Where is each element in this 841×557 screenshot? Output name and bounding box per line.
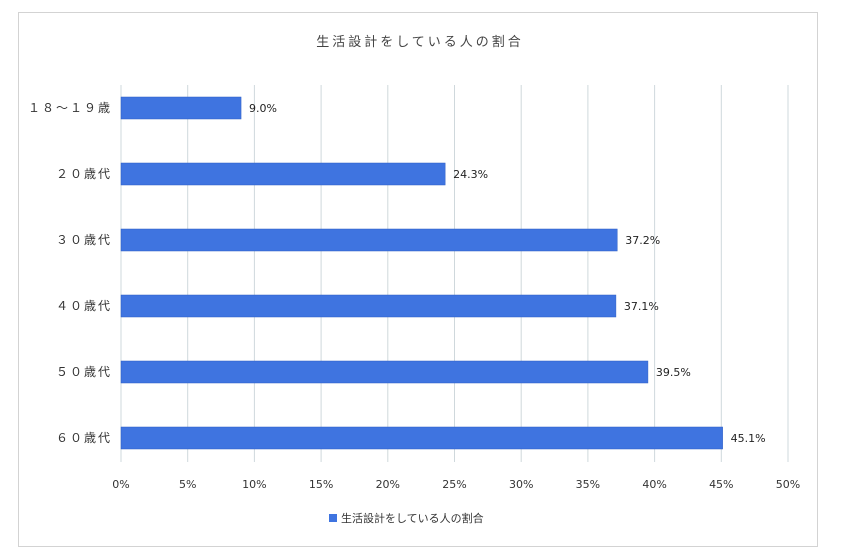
category-label: ２０歳代 [56,167,112,181]
x-tick-label: 15% [309,478,333,491]
x-tick-label: 10% [242,478,266,491]
data-label: 37.2% [625,234,660,247]
bar [120,426,723,450]
legend-label: 生活設計をしている人の割合 [341,511,484,525]
bar [120,360,649,384]
x-axis-ticks: 0% 5% 10% 15% 20% 25% 30% 35% 40% 45% 50% [112,478,800,491]
bar [120,228,618,252]
x-tick-label: 50% [776,478,800,491]
bar [120,294,617,318]
bar [120,96,242,120]
x-tick-label: 20% [376,478,400,491]
bars [120,96,723,450]
x-tick-label: 40% [642,478,666,491]
category-label: ３０歳代 [56,233,112,247]
grid-lines [120,85,789,462]
x-tick-label: 25% [442,478,466,491]
category-label: ６０歳代 [56,431,112,445]
data-labels: 9.0% 24.3% 37.2% 37.1% 39.5% 45.1% [249,102,766,445]
category-label: ４０歳代 [56,299,112,313]
x-tick-label: 45% [709,478,733,491]
bar [120,162,446,186]
data-label: 39.5% [656,366,691,379]
legend-swatch [329,514,337,522]
data-label: 45.1% [731,432,766,445]
category-label: １８〜１９歳 [28,101,112,115]
x-tick-label: 0% [112,478,129,491]
chart-title: 生活設計をしている人の割合 [316,34,524,50]
x-tick-label: 35% [576,478,600,491]
x-tick-label: 30% [509,478,533,491]
data-label: 37.1% [624,300,659,313]
data-label: 24.3% [453,168,488,181]
data-label: 9.0% [249,102,277,115]
category-labels: １８〜１９歳 ２０歳代 ３０歳代 ４０歳代 ５０歳代 ６０歳代 [28,101,112,445]
legend: 生活設計をしている人の割合 [329,511,484,525]
category-label: ５０歳代 [56,365,112,379]
x-tick-label: 5% [179,478,196,491]
